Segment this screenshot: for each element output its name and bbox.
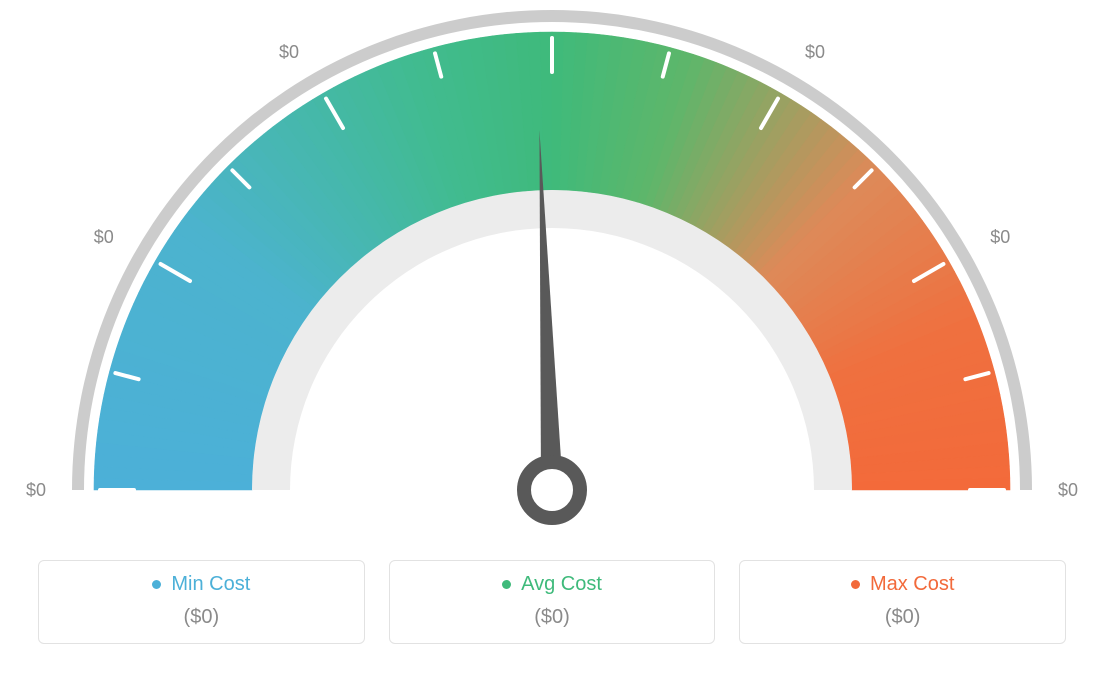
legend-avg-dot [502,580,511,589]
svg-text:$0: $0 [1058,480,1078,500]
legend-min-top: Min Cost [152,573,250,596]
legend-card-max: Max Cost ($0) [739,560,1066,644]
gauge-chart: $0$0$0$0$0$0$0 [0,0,1104,560]
legend-min-label: Min Cost [171,573,250,596]
legend-min-value: ($0) [39,606,364,629]
legend-card-min: Min Cost ($0) [38,560,365,644]
legend-max-value: ($0) [740,606,1065,629]
legend-max-top: Max Cost [851,573,954,596]
svg-text:$0: $0 [26,480,46,500]
legend-max-dot [851,580,860,589]
svg-text:$0: $0 [805,42,825,62]
legend-max-label: Max Cost [870,573,954,596]
legend-min-dot [152,580,161,589]
legend-card-avg: Avg Cost ($0) [389,560,716,644]
legend-row: Min Cost ($0) Avg Cost ($0) Max Cost ($0… [38,560,1066,644]
cost-gauge-container: $0$0$0$0$0$0$0 Min Cost ($0) Avg Cost ($… [0,0,1104,690]
legend-avg-value: ($0) [390,606,715,629]
svg-text:$0: $0 [990,227,1010,247]
legend-avg-top: Avg Cost [502,573,602,596]
svg-text:$0: $0 [94,227,114,247]
gauge-svg: $0$0$0$0$0$0$0 [0,0,1104,560]
legend-avg-label: Avg Cost [521,573,602,596]
svg-text:$0: $0 [279,42,299,62]
